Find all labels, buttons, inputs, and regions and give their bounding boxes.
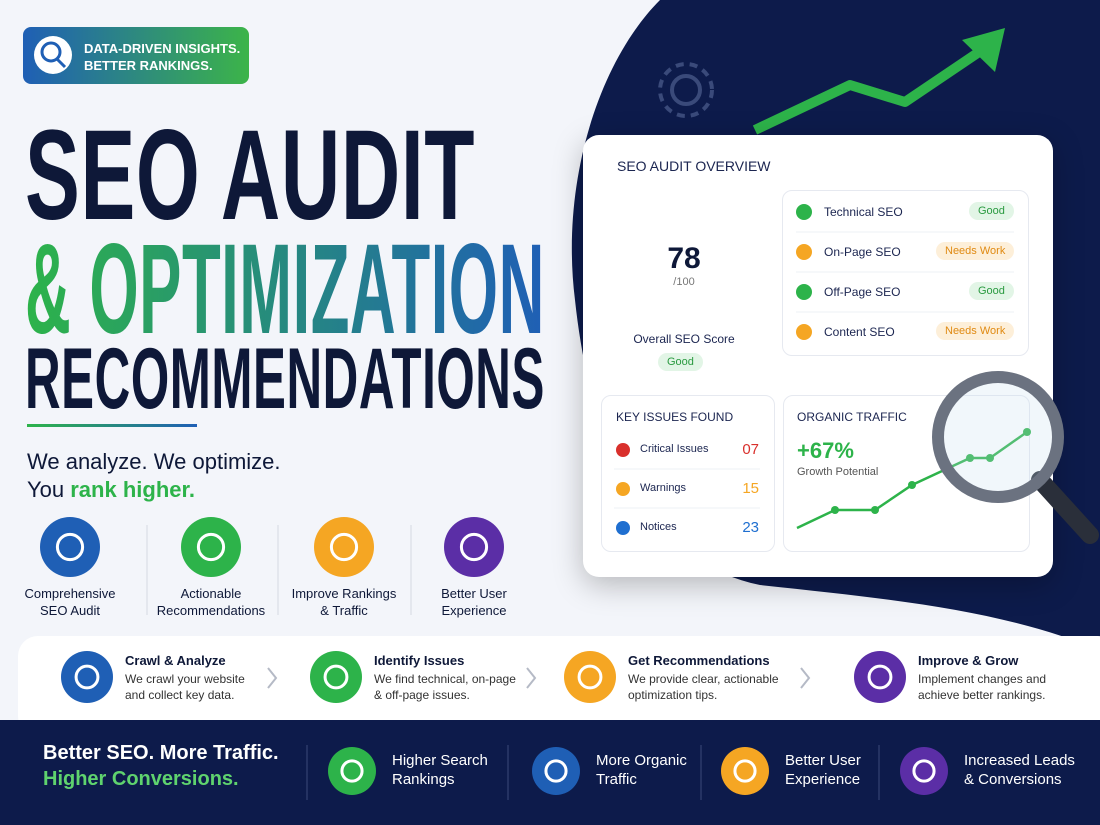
slogan-line: Higher Conversions.: [43, 768, 239, 790]
badge-icon-handle: [55, 57, 67, 69]
issues-panel: [601, 395, 775, 552]
step-desc: We crawl your website: [125, 672, 245, 686]
tagline-text: You: [27, 477, 65, 502]
category-status: Needs Work: [936, 242, 1015, 260]
step-desc: Implement changes and: [918, 672, 1047, 686]
benefit-label: Rankings: [392, 771, 455, 788]
headline-line: RECOMMENDATIONS: [25, 331, 545, 427]
issue-count: 23: [742, 519, 759, 536]
badge-line: BETTER RANKINGS.: [84, 58, 213, 73]
benefit-label: Experience: [785, 771, 861, 788]
score: 78: [667, 242, 701, 275]
category-status: Needs Work: [936, 322, 1015, 340]
benefit-label: Traffic: [596, 771, 637, 788]
step-desc: We find technical, on-page: [374, 672, 516, 686]
step-chevrons: [267, 667, 811, 689]
badge: [23, 27, 249, 84]
footer-dividers: [306, 745, 880, 800]
gear-icon: [658, 62, 714, 118]
traffic-growth-label: Growth Potential: [797, 466, 879, 478]
headline-line: & OPTIMIZATION: [25, 218, 545, 361]
traffic-growth: +67%: [797, 438, 854, 463]
issue-label: Critical Issues: [640, 443, 709, 455]
feature-label: Experience: [441, 603, 507, 618]
steps-band: [18, 636, 1100, 736]
growth-arrow: [752, 43, 988, 135]
tagline-line: We analyze. We optimize.: [27, 449, 281, 474]
tagline-highlight: rank higher.: [70, 477, 195, 502]
step-title: Identify Issues: [374, 653, 465, 668]
category-name: Content SEO: [824, 325, 895, 339]
feature-label: & Traffic: [320, 603, 368, 618]
arrow-head: [962, 28, 1005, 72]
step-title: Crawl & Analyze: [125, 653, 226, 668]
issue-count: 15: [742, 480, 759, 497]
divider: [27, 424, 197, 427]
issue-label: Warnings: [640, 482, 687, 494]
footer-slogan: Better SEO. More Traffic. Higher Convers…: [43, 740, 279, 792]
step-desc: optimization tips.: [628, 688, 718, 702]
score-status: Good: [658, 353, 703, 371]
feature-label: Better User: [441, 586, 507, 601]
benefit-label: & Conversions: [964, 771, 1062, 788]
dashboard-title: SEO AUDIT OVERVIEW: [617, 158, 771, 174]
step-title: Improve & Grow: [918, 653, 1019, 668]
issues-title: KEY ISSUES FOUND: [616, 410, 734, 424]
badge-text: DATA-DRIVEN INSIGHTS. BETTER RANKINGS.: [84, 40, 240, 74]
benefit-label: Increased Leads: [964, 752, 1075, 769]
benefit-label: Better User: [785, 752, 861, 769]
tagline-line: You rank higher.: [27, 476, 281, 504]
category-name: Off-Page SEO: [824, 285, 901, 299]
category-name: Technical SEO: [824, 205, 903, 219]
feature-label: Comprehensive: [24, 586, 116, 601]
feature-label: Recommendations: [156, 603, 266, 618]
slogan-line: Better SEO. More Traffic.: [43, 742, 279, 764]
badge-icon-lens: [40, 41, 62, 63]
score-max: /100: [673, 276, 695, 288]
benefit-label: Higher Search: [392, 752, 488, 769]
feature-label: SEO Audit: [40, 603, 100, 618]
issue-label: Notices: [640, 521, 677, 533]
feature-label: Actionable: [180, 586, 242, 601]
step-desc: and collect key data.: [125, 688, 235, 702]
step-desc: We provide clear, actionable: [628, 672, 779, 686]
step-desc: & off-page issues.: [374, 688, 470, 702]
category-status: Good: [969, 202, 1014, 220]
tagline: We analyze. We optimize. You rank higher…: [27, 448, 281, 504]
step-title: Get Recommendations: [628, 653, 770, 668]
benefit-label: More Organic: [596, 752, 687, 769]
traffic-title: ORGANIC TRAFFIC: [797, 410, 907, 424]
category-name: On-Page SEO: [824, 245, 901, 259]
score-label: Overall SEO Score: [633, 332, 735, 346]
category-status: Good: [969, 282, 1014, 300]
badge-line: DATA-DRIVEN INSIGHTS.: [84, 41, 241, 56]
feature-dividers: [146, 525, 412, 615]
headline-line: SEO AUDIT: [25, 104, 476, 247]
issue-count: 07: [742, 441, 759, 458]
feature-label: Improve Rankings: [291, 586, 397, 601]
step-desc: achieve better rankings.: [918, 688, 1046, 702]
